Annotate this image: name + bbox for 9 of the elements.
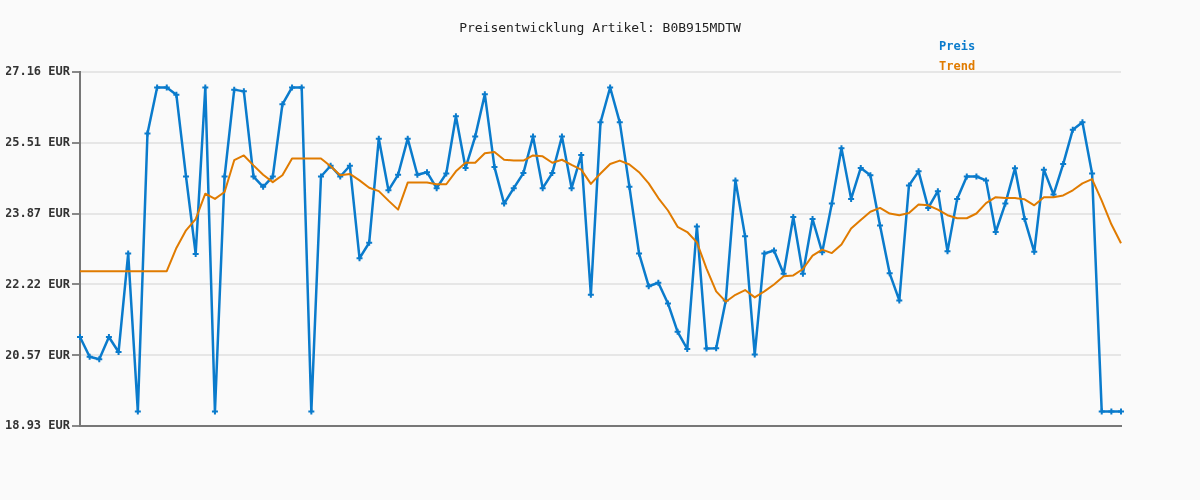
chart-title: Preisentwicklung Artikel: B0B915MDTW: [459, 20, 742, 36]
y-tick-label: 22.22 EUR: [4, 276, 71, 291]
y-tick-label: 25.51 EUR: [4, 135, 71, 150]
y-tick-label: 23.87 EUR: [4, 205, 71, 220]
text: Preis: [939, 39, 976, 54]
text: Trend: [939, 59, 976, 74]
y-tick-label: 20.57 EUR: [4, 347, 71, 362]
y-tick-label: 27.16 EUR: [4, 64, 71, 79]
y-tick-label: 18.93 EUR: [4, 418, 71, 433]
